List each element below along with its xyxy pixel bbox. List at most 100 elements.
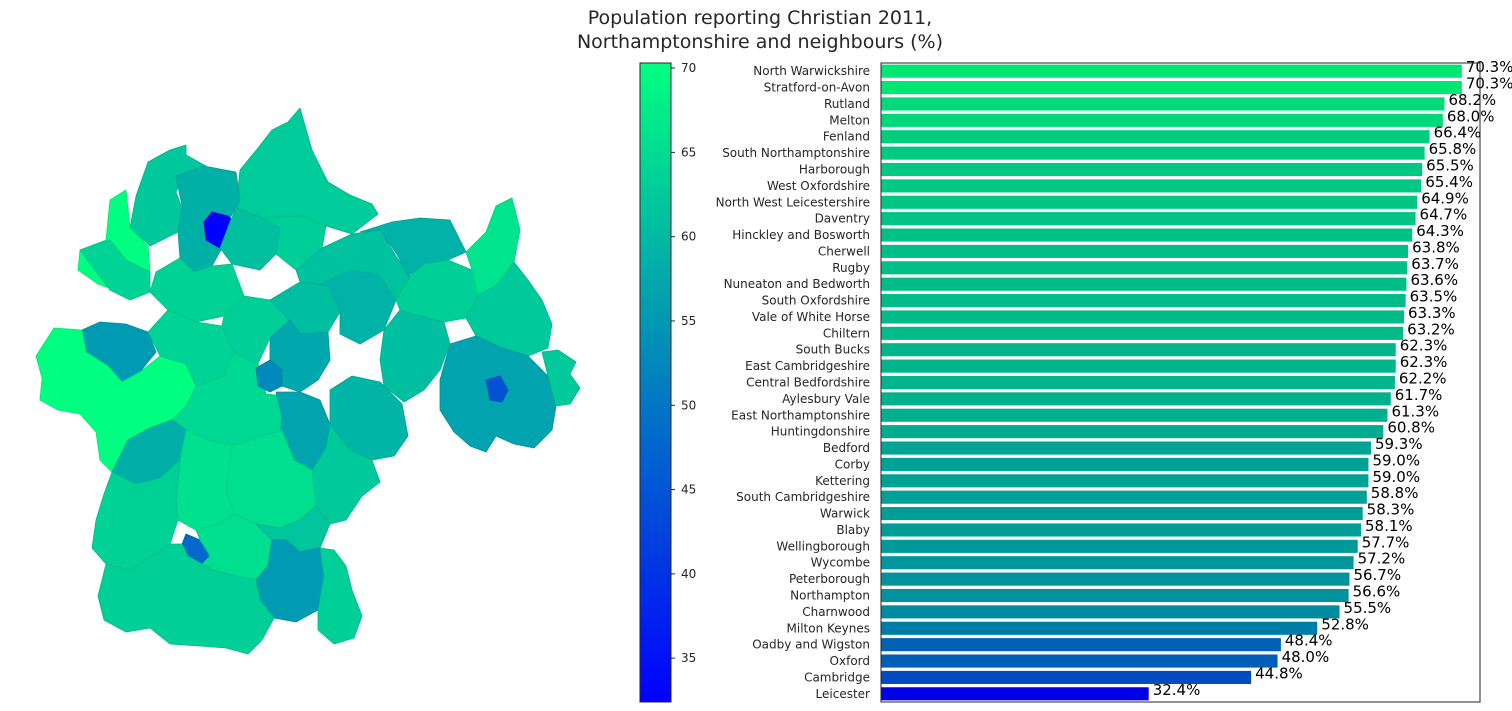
- category-label: Daventry: [815, 212, 870, 226]
- bar: [881, 621, 1318, 635]
- map-district: [317, 547, 363, 645]
- map-district: [465, 261, 553, 357]
- plot-frame: [880, 62, 1481, 703]
- value-label: 48.4%: [1285, 632, 1333, 650]
- value-label: 60.8%: [1387, 419, 1435, 437]
- category-label: South Bucks: [796, 343, 870, 357]
- chart-title: Population reporting Christian 2011, Nor…: [576, 7, 944, 53]
- map-district: [97, 543, 275, 655]
- category-label: Kettering: [815, 474, 870, 488]
- value-label: 61.3%: [1391, 402, 1439, 420]
- bar: [881, 277, 1407, 291]
- map-district: [485, 375, 509, 403]
- category-label: Wellingborough: [776, 539, 870, 553]
- category-label: Stratford-on-Avon: [764, 81, 870, 95]
- bar: [881, 523, 1362, 537]
- colorbar-tick-label: 60: [681, 230, 696, 244]
- map-district: [255, 359, 283, 393]
- bar: [881, 572, 1350, 586]
- value-label: 64.3%: [1416, 222, 1464, 240]
- value-label: 63.8%: [1412, 238, 1460, 256]
- value-label: 56.6%: [1353, 583, 1401, 601]
- value-label: 48.0%: [1282, 648, 1330, 666]
- bar: [881, 195, 1418, 209]
- value-label: 56.7%: [1353, 566, 1401, 584]
- bar: [881, 212, 1416, 226]
- bar: [881, 244, 1409, 258]
- value-label: 55.5%: [1344, 599, 1392, 617]
- value-label: 65.4%: [1425, 173, 1473, 191]
- value-label: 59.0%: [1372, 468, 1420, 486]
- category-label: Nuneaton and Bedworth: [724, 277, 870, 291]
- bar: [881, 457, 1369, 471]
- map-district: [311, 423, 381, 525]
- category-label: Melton: [829, 113, 870, 127]
- colorbar-tick-label: 35: [681, 651, 696, 665]
- category-label: Leicester: [816, 687, 871, 701]
- value-label: 62.2%: [1399, 370, 1447, 388]
- map-district: [295, 229, 411, 301]
- bar: [881, 359, 1396, 373]
- category-label: East Cambridgeshire: [745, 359, 870, 373]
- bar: [881, 294, 1406, 308]
- bar: [881, 539, 1358, 553]
- category-label: South Oxfordshire: [762, 294, 870, 308]
- category-label: Vale of White Horse: [752, 310, 870, 324]
- value-label: 59.0%: [1372, 451, 1420, 469]
- category-label: Warwick: [820, 507, 870, 521]
- bar: [881, 654, 1278, 668]
- map-district: [269, 319, 331, 393]
- value-label: 68.0%: [1447, 107, 1495, 125]
- category-label: Central Bedfordshire: [746, 376, 870, 390]
- bar: [881, 408, 1388, 422]
- value-label: 66.4%: [1434, 124, 1482, 142]
- category-label: East Northamptonshire: [731, 408, 870, 422]
- value-label: 68.2%: [1448, 91, 1496, 109]
- map-district: [465, 197, 521, 297]
- bar-chart: North Warwickshire 70.3% Stratford-on-Avon…: [716, 58, 1512, 703]
- category-label: Cherwell: [818, 244, 870, 258]
- bar: [881, 441, 1371, 455]
- bar: [881, 343, 1396, 357]
- bar: [881, 375, 1395, 390]
- bar: [881, 64, 1462, 78]
- category-label: Bedford: [823, 441, 870, 455]
- category-label: Milton Keynes: [787, 621, 870, 635]
- colorbar-tick-label: 65: [681, 145, 696, 159]
- category-label: South Northamptonshire: [722, 146, 870, 160]
- value-label: 64.9%: [1421, 189, 1469, 207]
- value-label: 70.3%: [1466, 58, 1512, 76]
- value-label: 58.3%: [1367, 501, 1415, 519]
- map-district: [79, 239, 151, 301]
- category-label: North West Leicestershire: [716, 195, 870, 209]
- bar: [881, 490, 1367, 504]
- value-label: 52.8%: [1321, 615, 1369, 633]
- value-label: 70.3%: [1466, 75, 1512, 93]
- colorbar-tick-label: 50: [681, 398, 696, 412]
- value-label: 59.3%: [1375, 435, 1423, 453]
- bar: [881, 638, 1281, 652]
- category-label: Hinckley and Bosworth: [732, 228, 870, 242]
- bar: [881, 588, 1349, 603]
- category-label: Rugby: [832, 261, 870, 275]
- category-label: North Warwickshire: [753, 64, 870, 78]
- bar: [881, 556, 1354, 570]
- colorbar-tick-label: 45: [681, 483, 696, 497]
- category-label: Oxford: [830, 654, 870, 668]
- value-label: 57.7%: [1362, 533, 1410, 551]
- category-label: Blaby: [836, 523, 870, 537]
- bar: [881, 326, 1404, 340]
- category-label: Charnwood: [802, 605, 870, 619]
- colorbar-gradient: [639, 62, 672, 703]
- bar: [881, 605, 1340, 619]
- colorbar-tick-label: 40: [681, 567, 696, 581]
- category-label: Huntingdonshire: [771, 425, 870, 439]
- value-label: 62.3%: [1400, 337, 1448, 355]
- value-label: 58.1%: [1365, 517, 1413, 535]
- value-label: 63.7%: [1411, 255, 1459, 273]
- value-label: 63.2%: [1407, 320, 1455, 338]
- value-label: 65.8%: [1429, 140, 1477, 158]
- category-label: West Oxfordshire: [767, 179, 870, 193]
- category-label: Fenland: [823, 130, 870, 144]
- bar: [881, 97, 1445, 111]
